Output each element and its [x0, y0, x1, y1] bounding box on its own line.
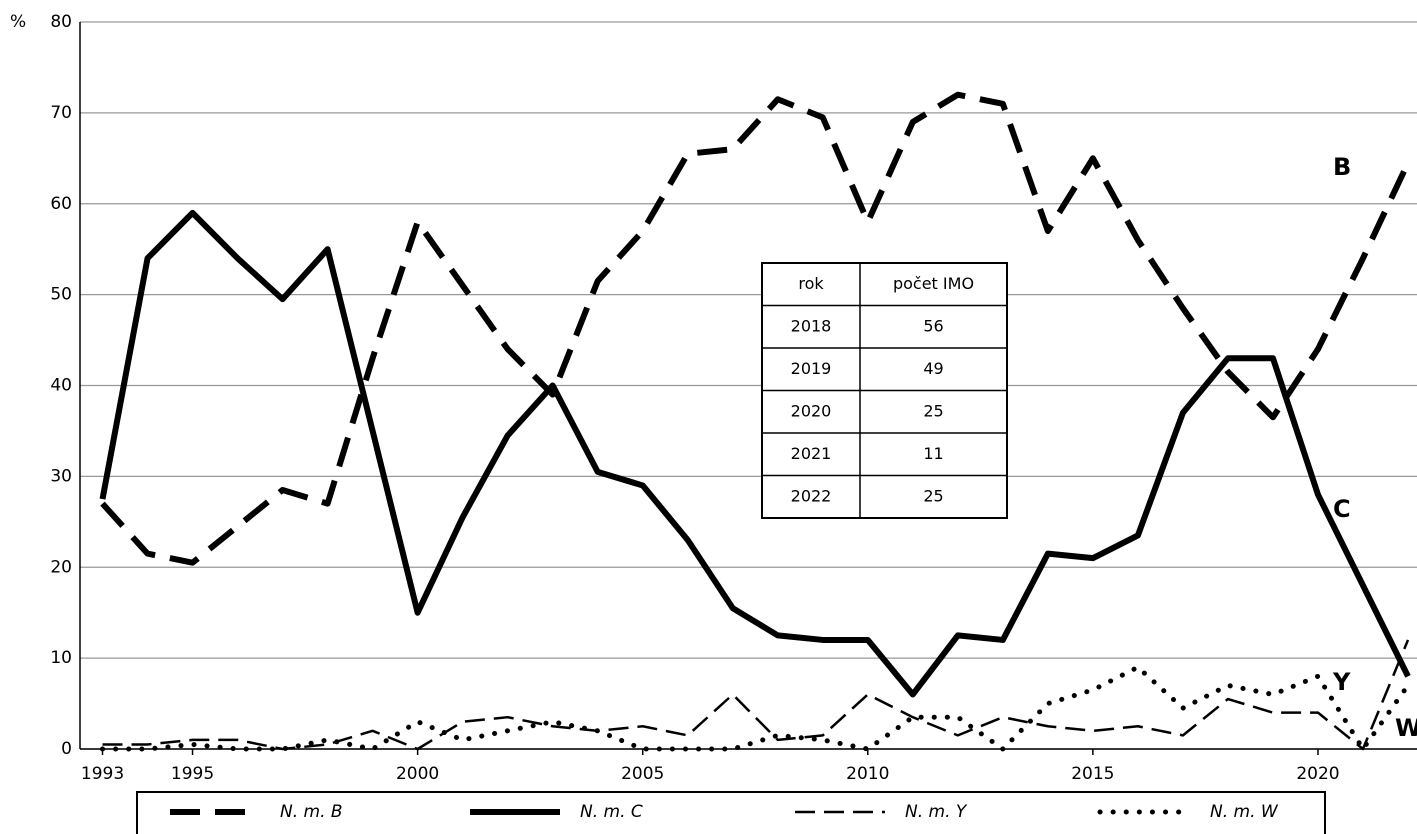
table-cell: 2018	[791, 316, 832, 335]
series-line	[100, 664, 1411, 752]
legend-box	[136, 791, 1326, 834]
series-end-label: Y	[1332, 668, 1351, 696]
x-tick-label: 2015	[1071, 764, 1114, 784]
table-cell: 25	[923, 401, 943, 420]
x-tick-label: 1993	[81, 764, 124, 784]
table-cell: 11	[923, 444, 943, 463]
series-end-label: C	[1333, 495, 1351, 523]
table-cell: 2020	[791, 401, 832, 420]
y-tick-label: 20	[50, 557, 72, 577]
series-line	[99, 209, 1411, 698]
table-cell: 2021	[791, 444, 832, 463]
x-tick-label: 2005	[621, 764, 664, 784]
table-header: počet IMO	[893, 274, 974, 293]
table-cell: 2022	[791, 486, 832, 505]
series-end-label: B	[1333, 153, 1351, 181]
y-tick-label: 50	[50, 285, 72, 305]
y-tick-label: 60	[50, 194, 72, 214]
x-tick-label: 2010	[846, 764, 889, 784]
table-cell: 49	[923, 359, 943, 378]
x-tick-label: 2000	[396, 764, 439, 784]
y-axis-label: %	[10, 12, 26, 32]
y-tick-label: 10	[50, 648, 72, 668]
series-end-label: W	[1395, 714, 1417, 742]
legend-label: N. m. Y	[905, 802, 968, 822]
table-header: rok	[798, 274, 824, 293]
legend-label: N. m. B	[280, 802, 343, 822]
y-tick-label: 80	[50, 12, 72, 32]
legend-label: N. m. W	[1210, 802, 1279, 822]
x-tick-label: 1995	[171, 764, 214, 784]
y-tick-label: 40	[50, 376, 72, 396]
table-cell: 25	[923, 486, 943, 505]
table-cell: 56	[923, 316, 943, 335]
y-tick-label: 70	[50, 103, 72, 123]
x-tick-label: 2020	[1296, 764, 1339, 784]
y-tick-label: 30	[50, 466, 72, 486]
table-cell: 2019	[791, 359, 832, 378]
legend-label: N. m. C	[580, 802, 643, 822]
series-line	[100, 91, 1411, 566]
y-tick-label: 0	[61, 739, 72, 759]
series-line	[102, 639, 1410, 751]
